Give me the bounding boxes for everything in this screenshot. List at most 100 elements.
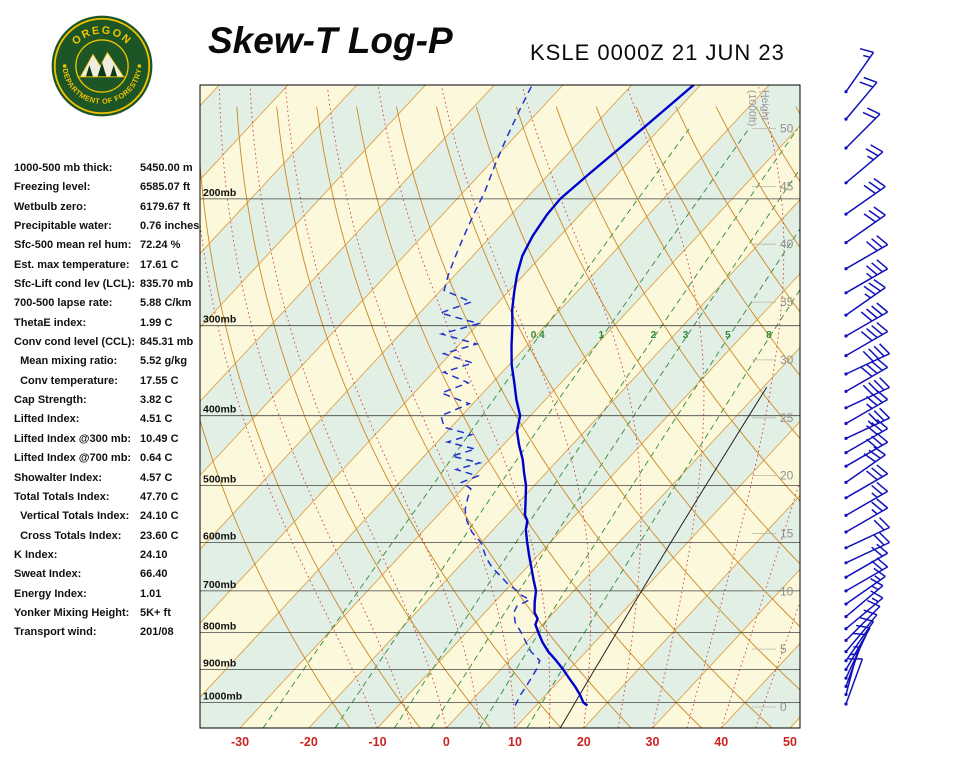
- svg-text:30: 30: [646, 735, 660, 749]
- svg-text:5: 5: [725, 330, 731, 341]
- logo-outer-ring: [53, 17, 151, 115]
- stat-value: 4.51 C: [140, 413, 173, 426]
- temperature-axis-labels: -30 -20 -10 0 10 20 30 40 50: [231, 735, 797, 749]
- stat-row: Conv cond level (CCL): 845.31 mb: [14, 334, 219, 353]
- stat-label: Cross Totals Index:: [14, 529, 122, 542]
- svg-text:8: 8: [766, 330, 772, 341]
- svg-text:50: 50: [780, 122, 794, 136]
- temperature-trace: [510, 85, 695, 707]
- stat-label: Transport wind:: [14, 626, 97, 639]
- stat-value: 0.64 C: [140, 452, 173, 465]
- svg-text:1000mb: 1000mb: [203, 691, 242, 703]
- svg-text:0: 0: [780, 700, 787, 714]
- svg-text:30: 30: [780, 353, 794, 367]
- stat-row: 1000-500 mb thick: 5450.00 m: [14, 160, 219, 179]
- stat-value: 17.55 C: [140, 374, 179, 387]
- stat-label: 700-500 lapse rate:: [14, 297, 113, 310]
- dry-adiabats: [200, 106, 800, 728]
- stat-value: 845.31 mb: [140, 336, 194, 349]
- stat-label: Wetbulb zero:: [14, 200, 87, 213]
- stat-row: Cross Totals Index: 23.60 C: [14, 528, 219, 547]
- pressure-lines: [200, 198, 800, 703]
- logo-tree-icon: [85, 65, 93, 77]
- isotherm-bands: [200, 85, 800, 728]
- stat-row: Lifted Index @700 mb: 0.64 C: [14, 450, 219, 469]
- svg-text:0.4: 0.4: [531, 330, 545, 341]
- svg-text:35: 35: [780, 295, 794, 309]
- svg-text:700mb: 700mb: [203, 579, 236, 591]
- svg-text:15: 15: [780, 527, 794, 541]
- svg-text:2: 2: [651, 330, 657, 341]
- stat-row: Showalter Index: 4.57 C: [14, 470, 219, 489]
- stat-value: 5450.00 m: [140, 162, 193, 174]
- stat-label: Sweat Index:: [14, 568, 82, 581]
- stat-row: Energy Index: 1.01: [14, 586, 219, 605]
- svg-text:45: 45: [780, 179, 794, 193]
- svg-text:Height: Height: [759, 90, 771, 120]
- logo-tree-icon: [110, 65, 118, 77]
- stat-row: Wetbulb zero: 6179.67 ft: [14, 199, 219, 218]
- stat-value: 17.61 C: [140, 258, 179, 271]
- logo-separator-dot: [137, 64, 142, 68]
- stat-value: 3.82 C: [140, 394, 173, 407]
- stat-row: ThetaE index: 1.99 C: [14, 315, 219, 334]
- stat-row: Sweat Index: 66.40: [14, 566, 219, 585]
- odf-logo: OREGON DEPARTMENT OF FORESTRY: [51, 15, 153, 117]
- svg-text:20: 20: [780, 469, 794, 483]
- stat-value: 66.40: [140, 568, 168, 581]
- stat-label: Total Totals Index:: [14, 490, 110, 503]
- stat-label: Lifted Index @700 mb:: [14, 452, 132, 465]
- stat-value: 5.88 C/km: [140, 297, 192, 310]
- stat-row: Yonker Mixing Height: 5K+ ft: [14, 605, 219, 624]
- stat-value: 24.10: [140, 548, 168, 561]
- svg-text:600mb: 600mb: [203, 531, 236, 543]
- indices-panel: 1000-500 mb thick: 5450.00 m Freezing leve…: [14, 160, 219, 644]
- svg-text:-20: -20: [300, 735, 318, 749]
- stat-label: Lifted Index:: [14, 413, 80, 426]
- stat-row: Sfc-Lift cond lev (LCL): 835.70 mb: [14, 276, 219, 295]
- stat-label: Sfc-Lift cond lev (LCL):: [14, 278, 135, 291]
- svg-text:800mb: 800mb: [203, 621, 236, 633]
- stat-value: 10.49 C: [140, 432, 179, 445]
- stat-value: 6585.07 ft: [140, 181, 191, 194]
- logo-tree-icon: [97, 62, 107, 77]
- stat-row: Lifted Index: 4.51 C: [14, 411, 219, 430]
- stat-value: 47.70 C: [140, 490, 179, 503]
- stat-row: Lifted Index @300 mb: 10.49 C: [14, 431, 219, 450]
- height-axis: 0 5 10 15 20 25 30 35 40 45 50 Height(1000ft): [746, 90, 794, 714]
- svg-text:900mb: 900mb: [203, 658, 236, 670]
- stat-row: 700-500 lapse rate: 5.88 C/km: [14, 295, 219, 314]
- stat-value: 23.60 C: [140, 529, 179, 542]
- svg-text:400mb: 400mb: [203, 404, 236, 416]
- stat-label: Est. max temperature:: [14, 258, 130, 271]
- stat-label: Precipitable water:: [14, 220, 112, 233]
- stat-value: 1.99 C: [140, 316, 173, 329]
- stat-label: Lifted Index @300 mb:: [14, 432, 132, 445]
- mixing-ratio-labels: 0.4 1 2 3 5 8: [531, 330, 772, 341]
- stat-label: Energy Index:: [14, 587, 87, 600]
- svg-text:-30: -30: [231, 735, 249, 749]
- moist-adiabats: [200, 87, 800, 728]
- station-datetime: KSLE 0000Z 21 JUN 23: [530, 40, 785, 65]
- svg-text:(1000ft): (1000ft): [746, 90, 758, 126]
- stat-value: 0.76 inches: [140, 220, 200, 233]
- stat-value: 201/08: [140, 626, 174, 639]
- svg-text:200mb: 200mb: [203, 187, 236, 199]
- svg-text:5: 5: [780, 642, 787, 656]
- stat-label: Mean mixing ratio:: [14, 355, 118, 368]
- chart-border: [199, 84, 801, 729]
- stat-row: K Index: 24.10: [14, 547, 219, 566]
- stat-row: Freezing level: 6585.07 ft: [14, 179, 219, 198]
- stat-row: Cap Strength: 3.82 C: [14, 392, 219, 411]
- stat-label: Freezing level:: [14, 181, 91, 194]
- mixing-ratio-lines: [262, 128, 800, 728]
- svg-text:0: 0: [443, 735, 450, 749]
- stat-value: 24.10 C: [140, 510, 179, 523]
- svg-text:10: 10: [508, 735, 522, 749]
- svg-text:1: 1: [599, 330, 605, 341]
- wind-barbs: [844, 47, 891, 706]
- stat-row: Conv temperature: 17.55 C: [14, 373, 219, 392]
- pressure-labels: 200mb 300mb 400mb 500mb 600mb 700mb 800mb 900mb…: [203, 187, 242, 703]
- stat-value: 72.24 %: [140, 239, 181, 252]
- page-title: Skew-T Log-P: [208, 20, 453, 61]
